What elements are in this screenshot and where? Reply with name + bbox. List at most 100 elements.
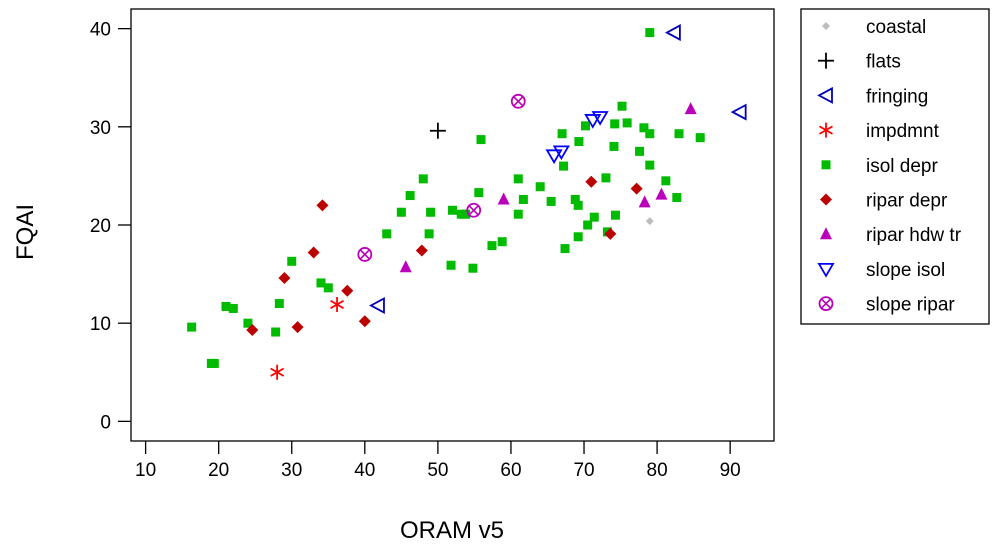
data-point-isol-depr — [287, 256, 297, 266]
data-point-isol-depr — [601, 173, 611, 183]
data-point-isol-depr — [557, 129, 567, 139]
data-point-isol-depr — [645, 28, 655, 38]
data-point-ripar-depr — [630, 182, 643, 195]
data-point-isol-depr — [580, 121, 590, 131]
legend-label: slope isol — [866, 260, 945, 281]
data-point-ripar-hdw-tr — [655, 187, 668, 200]
data-point-isol-depr — [396, 207, 406, 217]
data-point-slope-isol — [584, 114, 602, 129]
data-point-isol-depr — [645, 160, 655, 170]
data-point-slope-ripar — [510, 93, 526, 109]
data-point-isol-depr — [405, 191, 415, 201]
data-point-isol-depr — [446, 260, 456, 270]
data-point-isol-depr — [474, 188, 484, 198]
y-axis-label: FQAI — [12, 204, 39, 260]
legend-marker — [817, 86, 833, 104]
data-point-isol-depr — [426, 207, 436, 217]
data-point-isol-depr — [672, 193, 682, 203]
x-tick-label: 40 — [354, 460, 375, 481]
data-point-ripar-hdw-tr — [399, 260, 412, 273]
data-point-slope-ripar — [466, 202, 482, 218]
data-point-isol-depr — [570, 194, 580, 204]
x-tick-label: 50 — [427, 460, 448, 481]
y-tick-label: 30 — [90, 118, 111, 139]
legend-marker — [818, 52, 834, 69]
legend-label: ripar depr — [866, 191, 948, 212]
data-point-isol-depr — [513, 174, 523, 184]
data-point-isol-depr — [209, 358, 219, 368]
data-point-slope-isol — [591, 111, 609, 126]
data-point-isol-depr — [497, 237, 507, 247]
data-point-isol-depr — [513, 209, 523, 219]
data-point-isol-depr — [573, 200, 583, 210]
y-tick-label: 20 — [90, 216, 111, 237]
legend: coastal flats fringing impdmnt isol depr ripa… — [817, 17, 962, 316]
y-tick-label: 40 — [90, 20, 111, 41]
x-tick-label: 90 — [720, 460, 741, 481]
legend-marker — [821, 160, 831, 170]
data-point-isol-depr — [610, 119, 620, 129]
data-point-isol-depr — [639, 123, 649, 133]
data-point-ripar-depr — [246, 324, 259, 337]
legend-marker — [820, 227, 832, 240]
legend-label: flats — [866, 52, 901, 73]
data-point-isol-depr — [476, 135, 486, 145]
x-tick-label: 10 — [135, 460, 156, 481]
data-point-isol-depr — [635, 146, 645, 156]
data-point-isol-depr — [622, 118, 632, 128]
data-point-ripar-depr — [358, 315, 371, 328]
data-point-isol-depr — [221, 301, 231, 311]
x-tick-label: 70 — [573, 460, 594, 481]
data-point-isol-depr — [274, 299, 284, 309]
legend-label: impdmnt — [866, 121, 940, 142]
data-point-impdmnt — [330, 297, 344, 313]
legend-label: fringing — [866, 86, 928, 107]
data-point-isol-depr — [573, 232, 583, 242]
x-axis-label: ORAM v5 — [400, 517, 504, 544]
data-point-isol-depr — [323, 283, 333, 293]
plot-frame — [130, 8, 775, 442]
x-tick-label: 80 — [647, 460, 668, 481]
legend-marker — [818, 296, 834, 312]
x-tick-label: 30 — [281, 460, 302, 481]
data-point-isol-depr — [271, 327, 281, 337]
data-point-isol-depr — [418, 174, 428, 184]
legend-marker — [820, 193, 832, 206]
data-point-isol-depr — [674, 129, 684, 139]
legend-box — [800, 8, 990, 325]
data-point-ripar-depr — [307, 246, 320, 259]
data-point-isol-depr — [424, 229, 434, 239]
legend-label: slope ripar — [866, 295, 955, 316]
data-point-isol-depr — [243, 318, 253, 328]
data-point-isol-depr — [583, 220, 593, 230]
data-point-isol-depr — [574, 137, 584, 147]
data-point-isol-depr — [610, 210, 620, 220]
data-point-isol-depr — [535, 182, 545, 192]
y-tick-label: 0 — [100, 412, 111, 433]
data-point-fringing — [664, 24, 681, 42]
data-point-isol-depr — [448, 205, 457, 215]
data-point-isol-depr — [661, 176, 671, 186]
data-point-coastal — [645, 217, 654, 226]
data-point-ripar-hdw-tr — [638, 195, 651, 208]
data-point-ripar-depr — [585, 175, 598, 188]
legend-marker — [819, 122, 833, 138]
axes: 10 20 30 40 50 60 70 80 90 0 10 20 30 40 — [90, 20, 741, 481]
data-point-flats — [429, 122, 446, 139]
data-point-isol-depr — [187, 322, 197, 332]
data-point-ripar-depr — [291, 321, 304, 334]
legend-marker — [822, 22, 830, 30]
legend-label: isol depr — [866, 156, 938, 177]
data-point-isol-depr — [518, 194, 528, 204]
data-point-isol-depr — [487, 241, 497, 251]
x-tick-label: 60 — [500, 460, 521, 481]
data-point-isol-depr — [609, 141, 619, 151]
data-point-isol-depr — [589, 212, 599, 222]
data-point-slope-isol — [545, 149, 563, 165]
data-point-isol-depr — [560, 244, 570, 254]
legend-marker — [817, 262, 835, 278]
data-point-ripar-hdw-tr — [497, 192, 510, 205]
data-point-ripar-depr — [604, 227, 617, 240]
data-point-isol-depr — [468, 263, 478, 273]
data-point-slope-ripar — [357, 247, 373, 262]
